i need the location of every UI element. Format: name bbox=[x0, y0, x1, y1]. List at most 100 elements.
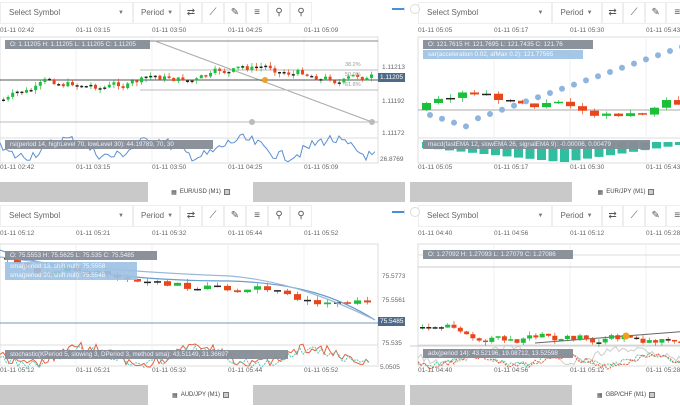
candle bbox=[659, 339, 665, 343]
period-select[interactable]: Period ▼ bbox=[133, 1, 180, 24]
sar-dot bbox=[487, 111, 493, 117]
zoom-in-button[interactable]: ⚲ bbox=[290, 204, 312, 227]
ohlc-readout: O: 1.11205 H: 1.11205 L: 1.11205 C: 1.11… bbox=[5, 40, 150, 49]
indicator-readout: adx(period 14): 43.52196, 19.08712, 13.5… bbox=[423, 349, 573, 358]
pencil-icon: ✎ bbox=[651, 7, 660, 18]
pencil-button[interactable]: ✎ bbox=[224, 1, 246, 24]
toggle-switch[interactable] bbox=[410, 4, 420, 14]
overlay-readout: sma(period 30, shift null): 75.5548 bbox=[5, 271, 137, 280]
sar-dot bbox=[595, 73, 601, 80]
chart-type-button[interactable]: ⟋ bbox=[202, 204, 224, 227]
price-chart[interactable] bbox=[0, 203, 405, 406]
symbol-tab[interactable]: ▦ GBP/CHF (M1) bbox=[572, 385, 680, 405]
sar-dot bbox=[439, 115, 445, 122]
candle bbox=[457, 327, 463, 332]
pencil-button[interactable]: ✎ bbox=[644, 204, 667, 227]
candle bbox=[520, 338, 526, 343]
candle bbox=[542, 103, 551, 108]
candle bbox=[514, 339, 520, 343]
pencil-button[interactable]: ✎ bbox=[224, 204, 246, 227]
candle bbox=[11, 92, 15, 97]
swap-button[interactable]: ⇄ bbox=[601, 204, 624, 227]
candle bbox=[501, 336, 507, 341]
close-tab-icon[interactable] bbox=[648, 189, 655, 195]
swap-button[interactable]: ⇄ bbox=[180, 204, 202, 227]
symbol-select[interactable]: Select Symbol ▼ bbox=[0, 204, 133, 227]
time-label-bottom: 01-11 05:09 bbox=[304, 164, 339, 171]
sar-dot bbox=[451, 119, 457, 126]
close-tab-icon[interactable] bbox=[649, 392, 656, 398]
period-select[interactable]: Period ▼ bbox=[133, 204, 180, 227]
candle bbox=[140, 77, 143, 83]
candle bbox=[66, 82, 70, 87]
candle bbox=[566, 101, 575, 107]
pencil-button[interactable]: ✎ bbox=[644, 1, 667, 24]
indicators-icon: ≡ bbox=[254, 210, 260, 221]
indicators-button[interactable]: ≡ bbox=[666, 204, 680, 227]
candle bbox=[590, 110, 599, 116]
candle bbox=[176, 77, 180, 82]
symbol-select[interactable]: Select Symbol ▼ bbox=[0, 1, 133, 24]
indicators-button[interactable]: ≡ bbox=[246, 204, 268, 227]
candle bbox=[268, 65, 272, 69]
chart-footer: ▦ EUR/JPY (M1) bbox=[410, 182, 680, 202]
toggle-switch[interactable] bbox=[392, 4, 405, 14]
candle bbox=[213, 68, 217, 73]
candle bbox=[15, 91, 19, 94]
candle bbox=[154, 281, 161, 283]
chart-type-button[interactable]: ⟋ bbox=[623, 204, 645, 227]
fib-level-label: 61.8% bbox=[345, 82, 361, 88]
candle bbox=[2, 99, 5, 102]
swap-button[interactable]: ⇄ bbox=[601, 1, 624, 24]
candle bbox=[259, 66, 263, 68]
symbol-select-label: Select Symbol bbox=[427, 211, 479, 220]
swap-button[interactable]: ⇄ bbox=[180, 1, 202, 24]
period-label: Period bbox=[560, 8, 584, 17]
zoom-in-button[interactable]: ⚲ bbox=[290, 1, 312, 24]
ohlc-readout: O: 75.5553 H: 75.5625 L: 75.535 C: 75.54… bbox=[5, 251, 157, 260]
time-label-top: 01-11 03:50 bbox=[152, 27, 187, 34]
current-price-label: 1.11205 bbox=[378, 73, 405, 82]
price-label: 1.11172 bbox=[382, 130, 405, 137]
ohlc-readout: O: 121.7615 H: 121.7695 L: 121.7435 C: 1… bbox=[423, 40, 593, 49]
indicators-button[interactable]: ≡ bbox=[246, 1, 268, 24]
indicators-button[interactable]: ≡ bbox=[666, 1, 680, 24]
candle bbox=[126, 83, 130, 89]
chart-toolbar: Select Symbol ▼ Period ▼ ⇄ ⟋ ✎ ≡ bbox=[418, 203, 680, 228]
candle bbox=[577, 335, 583, 340]
candle bbox=[214, 285, 221, 288]
time-label-bottom: 01-11 05:43 bbox=[646, 164, 680, 171]
period-select[interactable]: Period ▼ bbox=[552, 204, 602, 227]
price-chart[interactable] bbox=[0, 0, 405, 203]
toggle-switch[interactable] bbox=[392, 207, 405, 217]
candle bbox=[552, 335, 558, 341]
close-tab-icon[interactable] bbox=[222, 392, 229, 398]
symbol-tab[interactable]: ▦ EUR/JPY (M1) bbox=[572, 182, 680, 202]
period-select[interactable]: Period ▼ bbox=[552, 1, 602, 24]
symbol-tab[interactable]: ▦ EUR/USD (M1) bbox=[148, 182, 253, 202]
candle bbox=[84, 86, 88, 88]
close-tab-icon[interactable] bbox=[223, 189, 230, 195]
time-label-bottom: 01-11 04:40 bbox=[418, 367, 453, 374]
chart-icon: ▦ bbox=[597, 189, 604, 196]
candle bbox=[236, 66, 240, 69]
candle bbox=[158, 75, 162, 80]
toggle-switch[interactable] bbox=[410, 207, 420, 217]
price-label: 1.11192 bbox=[382, 98, 405, 105]
candle bbox=[135, 80, 139, 83]
chart-icon: ▦ bbox=[596, 392, 603, 399]
candle bbox=[495, 336, 501, 338]
zoom-out-button[interactable]: ⚲ bbox=[268, 1, 290, 24]
chart-type-button[interactable]: ⟋ bbox=[202, 1, 224, 24]
candle bbox=[245, 66, 249, 70]
candle bbox=[34, 85, 38, 91]
chart-type-button[interactable]: ⟋ bbox=[623, 1, 645, 24]
time-label-top: 01-11 05:12 bbox=[570, 230, 605, 237]
candle bbox=[254, 286, 261, 290]
candle bbox=[328, 76, 332, 81]
symbol-tab[interactable]: ▦ AUD/JPY (M1) bbox=[148, 385, 253, 405]
zoom-out-button[interactable]: ⚲ bbox=[268, 204, 290, 227]
candle bbox=[291, 74, 295, 76]
candle bbox=[571, 335, 577, 340]
